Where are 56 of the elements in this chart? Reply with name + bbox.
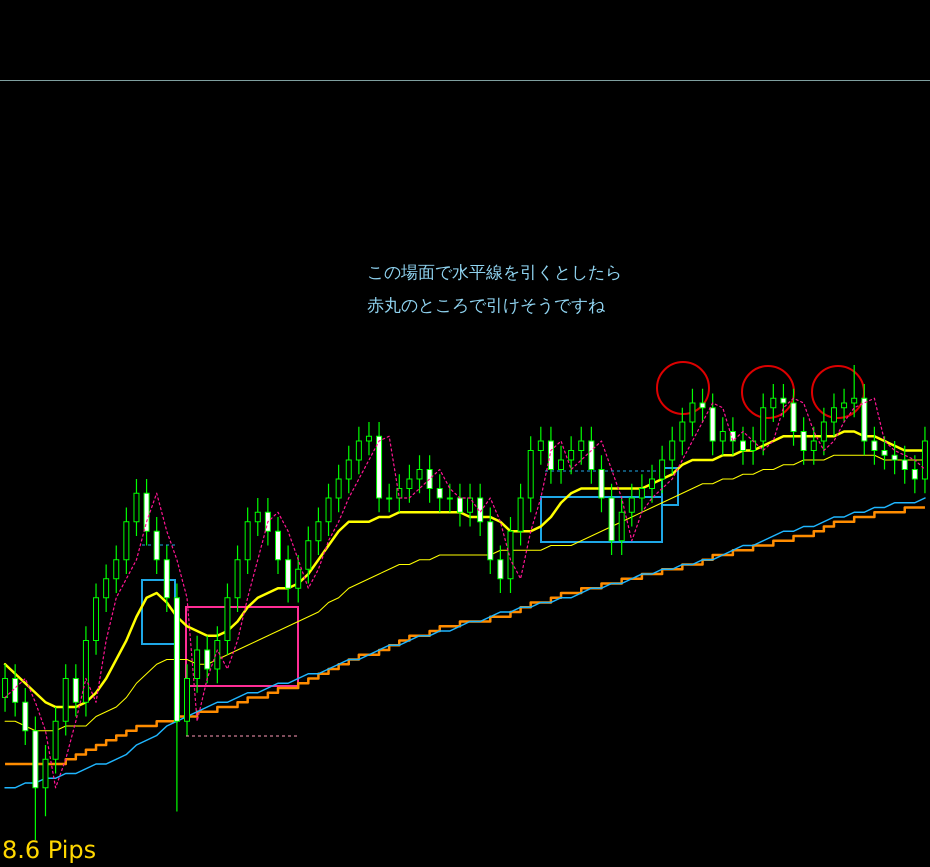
candlestick bbox=[366, 421, 372, 456]
candlestick bbox=[446, 483, 453, 513]
candlestick bbox=[689, 388, 696, 437]
candlestick bbox=[326, 483, 332, 537]
candlestick bbox=[295, 554, 302, 604]
candlestick bbox=[882, 436, 888, 470]
candlestick bbox=[810, 426, 817, 466]
candlestick bbox=[659, 445, 666, 494]
candlestick bbox=[113, 544, 120, 594]
candlestick bbox=[416, 454, 423, 494]
candlestick bbox=[780, 383, 786, 418]
candlestick bbox=[386, 483, 392, 513]
candlestick bbox=[456, 483, 463, 528]
candlestick bbox=[912, 454, 918, 494]
candlestick bbox=[871, 426, 878, 466]
candlestick bbox=[538, 426, 544, 466]
candlestick bbox=[477, 483, 484, 537]
candlestick bbox=[336, 464, 342, 513]
candlestick bbox=[841, 388, 848, 423]
candlestick bbox=[720, 416, 726, 456]
text: 赤丸のところで引けそうですね bbox=[367, 296, 606, 316]
candlestick bbox=[406, 464, 412, 504]
candlestick bbox=[892, 440, 898, 475]
candlestick bbox=[638, 474, 645, 513]
candlestick bbox=[851, 364, 858, 418]
candlestick bbox=[568, 436, 574, 475]
candlestick bbox=[436, 474, 443, 513]
candlestick bbox=[770, 383, 776, 423]
candlestick bbox=[750, 426, 756, 466]
candlestick bbox=[649, 464, 656, 504]
candlestick bbox=[820, 407, 827, 456]
candlestick bbox=[426, 454, 433, 504]
candlestick bbox=[830, 392, 837, 437]
candlestick bbox=[254, 497, 261, 537]
candlestick bbox=[204, 635, 210, 684]
candlestick bbox=[315, 506, 322, 556]
candlestick bbox=[902, 445, 908, 484]
candlestick bbox=[669, 426, 676, 475]
candlestick bbox=[558, 445, 564, 484]
annotation: 8.6 Pips bbox=[2, 836, 96, 864]
candlestick bbox=[72, 664, 79, 718]
candlestick bbox=[346, 445, 352, 494]
candlestick bbox=[740, 426, 746, 466]
candlestick bbox=[2, 664, 8, 712]
candlestick bbox=[12, 664, 18, 718]
candlestick bbox=[497, 544, 504, 594]
candlestick bbox=[578, 426, 584, 466]
candlestick bbox=[700, 388, 706, 423]
candlestick bbox=[264, 497, 271, 546]
candlestick bbox=[467, 483, 474, 528]
candlestick bbox=[628, 483, 635, 528]
candlestick bbox=[356, 426, 362, 475]
candlestick bbox=[679, 407, 686, 456]
candlestick bbox=[103, 564, 110, 613]
text: この場面で水平線を引くとしたら bbox=[367, 263, 622, 283]
candlestick bbox=[800, 416, 807, 466]
